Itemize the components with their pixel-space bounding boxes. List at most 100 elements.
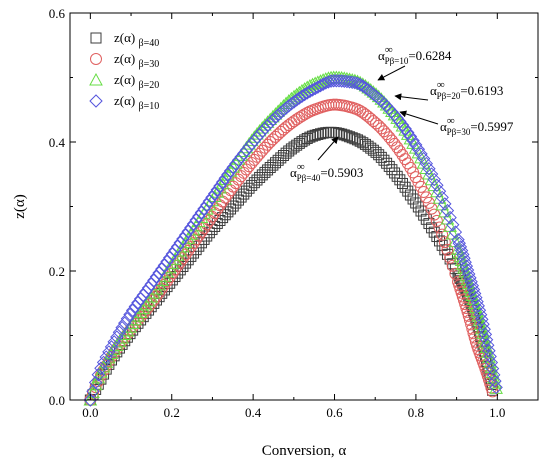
data-point [460,263,475,277]
data-point [462,267,476,281]
data-point [141,281,156,295]
data-point [427,172,441,187]
data-point [102,345,116,359]
data-point [487,368,501,382]
data-point [424,167,439,181]
data-point [467,327,480,340]
data-point [260,118,275,133]
data-point [398,122,412,136]
data-point [120,312,135,326]
data-point [448,234,463,248]
legend-marker [90,32,102,44]
data-point [443,210,457,225]
data-point [441,243,454,256]
data-point [118,316,132,330]
data-point [457,251,471,266]
data-point [215,175,230,189]
series-β=10 [83,74,503,407]
data-point [194,205,209,220]
legend-label: z(α) β=40 [114,30,159,49]
data-point [411,142,426,156]
data-point [463,271,477,285]
data-point [488,374,502,388]
x-tick-label: 0.4 [245,405,262,420]
data-point [417,186,430,199]
x-axis-label: Conversion, α [262,443,347,459]
data-point [99,350,113,364]
data-point [348,75,362,90]
data-point [433,221,446,234]
data-point [467,286,482,301]
annotation-label: α∞ Pβ=40=0.5903 [290,161,363,183]
data-point [218,171,232,185]
x-tick-label: 0.8 [408,405,424,420]
annotation-arrow [399,110,439,125]
data-point [274,105,288,120]
data-point [393,145,406,158]
data-point [266,113,280,127]
data-point [168,243,182,257]
data-point [184,220,198,235]
data-point [422,162,436,176]
data-point [186,217,201,231]
legend-label: z(α) β=20 [114,72,159,91]
data-point [479,333,494,347]
data-point [340,74,354,89]
annotation-label: α∞ Pβ=20=0.6193 [430,79,503,101]
data-point [117,327,132,341]
data-point [414,147,428,161]
data-point [125,303,140,318]
plot-area [83,70,503,407]
data-point [458,255,472,269]
data-point [200,198,214,212]
data-point [112,334,127,348]
y-tick-label: 0.0 [49,393,65,408]
data-point [107,335,121,349]
data-point [189,213,203,227]
data-point [205,190,219,205]
data-point [387,107,402,121]
data-point [484,355,499,370]
data-point [391,141,404,154]
y-axis-label: z(α) [12,194,28,219]
legend-marker [90,53,102,65]
data-point [144,277,158,291]
legend-marker [89,72,103,86]
data-point [86,384,100,398]
data-point [88,377,103,391]
data-point [385,104,399,117]
data-point [155,262,169,276]
data-point [181,224,195,239]
y-tick-label: 0.4 [49,135,66,150]
x-tick-label: 1.0 [489,405,505,420]
data-point [178,228,193,242]
data-point [229,177,242,190]
data-point [464,275,478,289]
data-point [287,95,301,109]
data-point [482,344,496,358]
data-point [453,240,468,254]
peak-annotation: α∞ Pβ=10=0.6284 [377,44,452,81]
x-tick-label: 0.6 [326,405,343,420]
legend-marker [89,94,103,108]
data-point [207,186,222,201]
annotation-arrow [394,93,429,101]
data-point [197,202,211,216]
data-point [403,129,418,144]
data-point [438,197,452,211]
data-point [345,75,359,89]
data-point [419,156,433,171]
data-point [436,228,449,241]
data-point [162,251,177,265]
annotation-arrow [317,136,339,161]
data-point [128,299,143,314]
data-point [176,232,190,246]
data-point [202,194,217,208]
data-point [268,110,283,125]
data-point [406,133,420,148]
data-point [110,330,124,344]
data-point [192,209,206,223]
data-point [483,349,497,364]
data-point [440,203,455,218]
data-point [471,299,485,313]
